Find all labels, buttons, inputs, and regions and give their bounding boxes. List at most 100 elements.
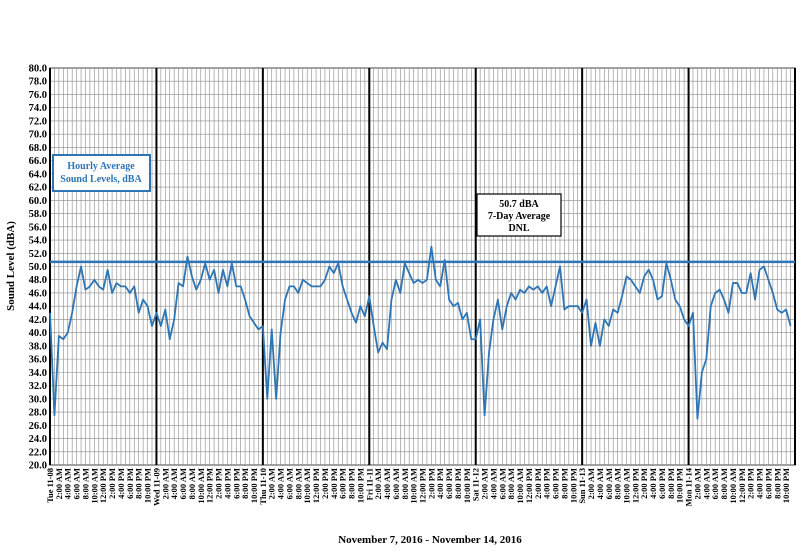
x-tick-label: 4:00 AM: [169, 468, 179, 499]
x-tick-label: 10:00 PM: [568, 468, 578, 503]
x-tick-label: Sun 11-13: [577, 468, 587, 504]
y-tick-label: 68.0: [29, 143, 47, 154]
x-tick-label: 2:00 PM: [746, 468, 756, 499]
x-tick-label: Wed 11-09: [151, 468, 161, 506]
x-tick-label: 6:00 PM: [763, 468, 773, 499]
y-tick-label: 44.0: [29, 302, 47, 313]
x-tick-label: 4:00 PM: [435, 468, 445, 499]
x-tick-label: 2:00 PM: [533, 468, 543, 499]
x-axis-label: November 7, 2016 - November 14, 2016: [338, 534, 522, 546]
x-tick-label: 8:00 PM: [559, 468, 569, 499]
y-tick-label: 20.0: [29, 461, 47, 472]
x-tick-label: 6:00 PM: [338, 468, 348, 499]
x-tick-label: 4:00 AM: [488, 468, 498, 499]
x-tick-label: 4:00 PM: [116, 468, 126, 499]
x-tick-label: 10:00 AM: [89, 468, 99, 504]
x-tick-label: 6:00 AM: [604, 468, 614, 499]
annotation-label: 50.7 dBA: [499, 199, 539, 210]
x-tick-label: Fri 11-11: [364, 468, 374, 500]
x-tick-label: 4:00 PM: [329, 468, 339, 499]
x-tick-label: 2:00 AM: [373, 468, 383, 499]
x-tick-label: Thu 11-10: [258, 468, 268, 505]
x-tick-label: 6:00 AM: [284, 468, 294, 499]
series-line: [49, 245, 792, 420]
x-tick-label: 2:00 AM: [480, 468, 490, 499]
y-tick-label: 74.0: [29, 103, 47, 114]
y-tick-label: 48.0: [29, 275, 47, 286]
x-tick-label: 6:00 PM: [657, 468, 667, 499]
x-tick-label: 8:00 AM: [613, 468, 623, 499]
y-tick-label: 34.0: [29, 368, 47, 379]
legend-label: Sound Levels, dBA: [60, 174, 142, 185]
x-tick-label: 4:00 PM: [648, 468, 658, 499]
x-tick-label: 4:00 PM: [542, 468, 552, 499]
x-tick-label: 4:00 AM: [701, 468, 711, 499]
x-tick-label: 8:00 PM: [240, 468, 250, 499]
y-tick-label: 50.0: [29, 262, 47, 273]
x-tick-label: 12:00 PM: [205, 468, 215, 503]
x-tick-label: 8:00 AM: [506, 468, 516, 499]
x-tick-label: 10:00 AM: [621, 468, 631, 504]
y-tick-label: 80.0: [29, 64, 47, 75]
y-tick-label: 60.0: [29, 196, 47, 207]
x-tick-label: 2:00 PM: [214, 468, 224, 499]
y-tick-label: 24.0: [29, 434, 47, 445]
y-tick-label: 54.0: [29, 236, 47, 247]
x-tick-label: 10:00 AM: [196, 468, 206, 504]
x-tick-label: 2:00 AM: [267, 468, 277, 499]
y-tick-label: 66.0: [29, 156, 47, 167]
x-tick-label: 8:00 AM: [400, 468, 410, 499]
x-tick-label: 8:00 PM: [666, 468, 676, 499]
y-tick-label: 58.0: [29, 209, 47, 220]
y-tick-label: 78.0: [29, 77, 47, 88]
x-tick-label: 4:00 AM: [276, 468, 286, 499]
x-tick-label: 2:00 AM: [160, 468, 170, 499]
y-tick-label: 62.0: [29, 183, 47, 194]
y-tick-label: 70.0: [29, 130, 47, 141]
x-tick-label: 2:00 PM: [320, 468, 330, 499]
annotation-label: DNL: [508, 223, 529, 234]
x-tick-label: 10:00 PM: [249, 468, 259, 503]
y-tick-label: 46.0: [29, 288, 47, 299]
x-tick-label: 8:00 AM: [719, 468, 729, 499]
legend-label: Hourly Average: [67, 161, 135, 172]
x-tick-label: 4:00 AM: [382, 468, 392, 499]
x-tick-label: 6:00 PM: [125, 468, 135, 499]
y-tick-label: 38.0: [29, 341, 47, 352]
y-tick-label: 76.0: [29, 90, 47, 101]
annotation-box: [476, 193, 562, 237]
x-tick-label: 4:00 PM: [222, 468, 232, 499]
y-tick-label: 26.0: [29, 421, 47, 432]
x-tick-label: 6:00 AM: [178, 468, 188, 499]
x-tick-label: 4:00 AM: [63, 468, 73, 499]
x-tick-label: Sat 11-12: [471, 468, 481, 501]
x-tick-label: 10:00 PM: [781, 468, 791, 503]
x-tick-label: 10:00 AM: [302, 468, 312, 504]
x-tick-label: 2:00 AM: [586, 468, 596, 499]
annotation-label: 7-Day Average: [488, 211, 551, 222]
x-tick-label: 10:00 PM: [355, 468, 365, 503]
y-axis-label: Sound Level (dBA): [5, 221, 17, 311]
x-tick-label: 8:00 AM: [187, 468, 197, 499]
y-tick-label: 56.0: [29, 222, 47, 233]
x-tick-label: 12:00 PM: [524, 468, 534, 503]
x-tick-label: 8:00 PM: [134, 468, 144, 499]
x-tick-label: 8:00 PM: [453, 468, 463, 499]
x-tick-label: 8:00 AM: [80, 468, 90, 499]
x-tick-label: 8:00 AM: [293, 468, 303, 499]
x-tick-label: 12:00 PM: [311, 468, 321, 503]
x-tick-label: 2:00 PM: [107, 468, 117, 499]
y-tick-label: 72.0: [29, 116, 47, 127]
x-tick-label: 6:00 AM: [391, 468, 401, 499]
x-tick-label: 4:00 AM: [595, 468, 605, 499]
x-tick-label: 10:00 AM: [728, 468, 738, 504]
x-tick-label: 6:00 AM: [497, 468, 507, 499]
x-tick-label: 2:00 PM: [426, 468, 436, 499]
x-tick-label: 4:00 PM: [755, 468, 765, 499]
x-tick-label: 10:00 PM: [675, 468, 685, 503]
x-tick-label: 6:00 PM: [551, 468, 561, 499]
y-tick-label: 40.0: [29, 328, 47, 339]
x-tick-label: 6:00 PM: [231, 468, 241, 499]
x-tick-label: 10:00 AM: [409, 468, 419, 504]
